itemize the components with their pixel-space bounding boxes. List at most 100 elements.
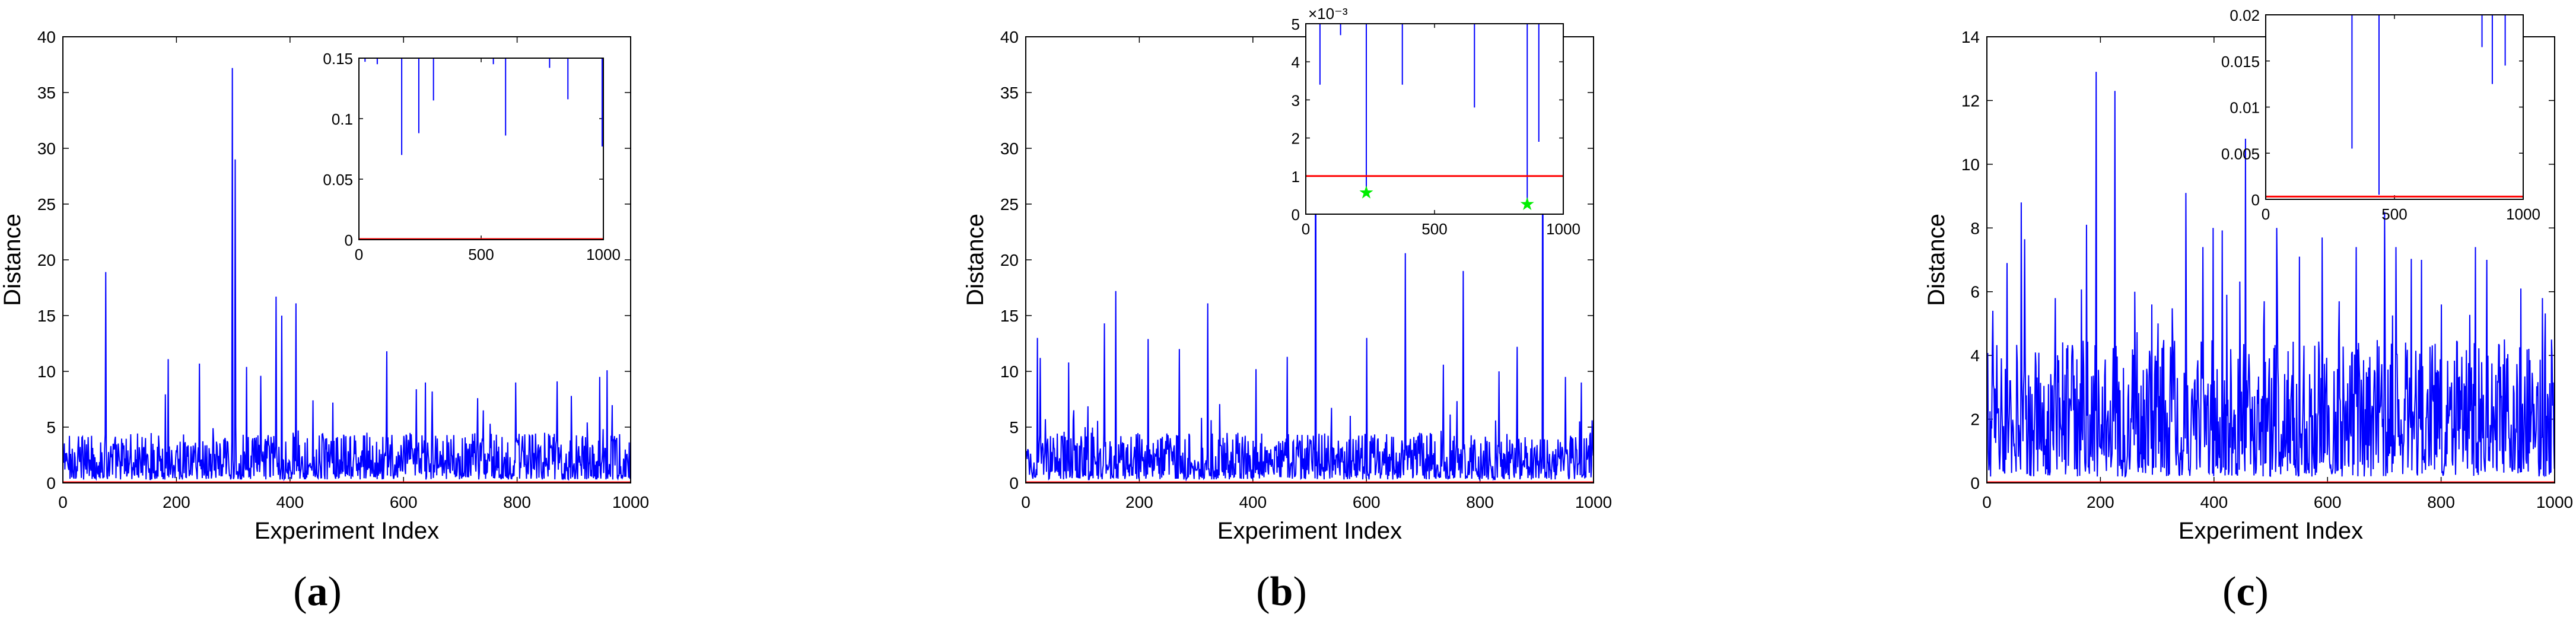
inset-b-ytick-label: 0 — [1292, 206, 1300, 224]
inset-area-c — [2266, 15, 2523, 199]
axis-a-xtick-label: 0 — [58, 493, 68, 511]
axis-b-xtick-label: 800 — [1466, 493, 1494, 511]
axis-a-xtick-label: 1000 — [612, 493, 649, 511]
axis-a-xtick-label: 400 — [276, 493, 304, 511]
inset-c-ytick-label: 0.01 — [2230, 99, 2260, 117]
inset-exponent-label-b: ×10⁻³ — [1308, 5, 1348, 23]
axis-c-xtick-label: 800 — [2427, 493, 2455, 511]
axis-b-ytick-label: 10 — [1000, 362, 1019, 381]
caption-c-open: ( — [2222, 569, 2236, 615]
axis-a-ytick-label: 15 — [37, 307, 56, 325]
inset-c-xtick-label: 500 — [2381, 205, 2407, 223]
inset-frame-b — [1305, 23, 1564, 215]
axis-c-ytick-label: 6 — [1970, 283, 1980, 301]
axis-b-xtick-label: 0 — [1021, 493, 1031, 511]
caption-a-letter: a — [307, 569, 328, 615]
inset-frame-a — [358, 58, 604, 240]
caption-b-open: ( — [1256, 569, 1270, 615]
inset-c-ytick-label: 0 — [2251, 191, 2260, 209]
caption-a-close: ) — [328, 569, 342, 615]
axis-c-ytick-label: 12 — [1961, 91, 1980, 110]
axis-c-ytick-label: 14 — [1961, 28, 1980, 46]
series-line-distance-a — [63, 68, 631, 482]
axis-c-ytick-label: 4 — [1970, 346, 1980, 365]
panel-a: 0 200 400 600 800 1000 0 5 10 15 20 25 30 35 40 Experim… — [0, 28, 649, 544]
series-line-distance-b — [1026, 37, 1594, 482]
caption-c-close: ) — [2255, 569, 2269, 615]
inset-marker-star-b: ★ — [1519, 195, 1535, 214]
axis-b-ytick-label: 25 — [1000, 195, 1019, 214]
inset-area-b — [1306, 24, 1563, 214]
axis-c-xtick-label: 400 — [2200, 493, 2228, 511]
inset-c-ytick-label: 0.02 — [2230, 7, 2260, 24]
ylabel-a: Distance — [0, 214, 26, 306]
inset-b-xtick-label: 1000 — [1546, 220, 1580, 238]
caption-b: (b) — [1256, 569, 1307, 615]
inset-b-ytick-label: 4 — [1292, 53, 1300, 71]
inset-marker-star-b: ★ — [1359, 183, 1375, 203]
inset-area-a — [359, 58, 603, 240]
axis-a-ytick-label: 5 — [46, 418, 56, 437]
caption-a-open: ( — [293, 569, 307, 615]
axis-b-ytick-label: 40 — [1000, 28, 1019, 46]
ylabel-c: Distance — [1923, 214, 1950, 306]
inset-a-ytick-label: 0.05 — [323, 171, 353, 189]
axis-c-xtick-label: 1000 — [2536, 493, 2573, 511]
svg-text:(c): (c) — [2222, 569, 2269, 615]
inset-b-ytick-label: 2 — [1292, 130, 1300, 148]
xlabel-a: Experiment Index — [255, 518, 439, 544]
xlabel-c: Experiment Index — [2179, 518, 2363, 544]
inset-b-ytick-label: 1 — [1292, 168, 1300, 186]
axis-b-ytick-label: 35 — [1000, 84, 1019, 102]
axis-a-ytick-label: 25 — [37, 195, 56, 214]
caption-b-close: ) — [1293, 569, 1306, 615]
svg-text:(a): (a) — [293, 569, 342, 615]
panel-b: 0 200 400 600 800 10000510152025303540Experim… — [962, 5, 1612, 544]
inset-a-ytick-label: 0.1 — [332, 110, 353, 128]
svg-text:(b): (b) — [1256, 569, 1307, 615]
inset-b-ytick-label: 3 — [1292, 91, 1300, 109]
axis-a-xtick-label: 600 — [390, 493, 418, 511]
axis-b-xtick-label: 200 — [1125, 493, 1153, 511]
inset-c-ytick-label: 0.005 — [2221, 145, 2260, 163]
caption-c-letter: c — [2236, 569, 2254, 615]
axis-a-ytick-label: 35 — [37, 84, 56, 102]
axis-b-ytick-label: 0 — [1009, 474, 1019, 492]
panel-c: 0 200 400 600 800 1000 0 2 4 6 8 10 12 14 Experiment I… — [1923, 7, 2573, 544]
inset-a-xtick-label: 1000 — [586, 246, 621, 263]
plot-frame-a — [62, 36, 631, 483]
caption-c: (c) — [2222, 569, 2269, 615]
axis-a-ytick-label: 40 — [37, 28, 56, 46]
ylabel-b: Distance — [962, 214, 988, 306]
inset-c-ytick-label: 0.015 — [2221, 53, 2260, 71]
inset-b: 0 500 1000 0 1 2 3 4 5 ★ ★ ×10⁻³ — [1292, 5, 1580, 238]
axis-c-ytick-label: 0 — [1970, 474, 1980, 492]
series-line-distance-c — [1987, 72, 2555, 478]
axis-a-xtick-label: 200 — [163, 493, 190, 511]
inset-frame-c — [2265, 14, 2524, 200]
axis-c-ytick-label: 10 — [1961, 155, 1980, 174]
axis-b-ytick-label: 15 — [1000, 307, 1019, 325]
axis-b-xtick-label: 400 — [1239, 493, 1267, 511]
caption-b-letter: b — [1270, 569, 1293, 615]
inset-a: 0 500 1000 0 0.05 0.1 0.15 — [323, 50, 621, 263]
axis-a-xtick-label: 800 — [503, 493, 531, 511]
axis-b-xtick-label: 600 — [1353, 493, 1381, 511]
axis-a-ytick-label: 0 — [46, 474, 56, 492]
axis-b-xtick-label: 1000 — [1575, 493, 1612, 511]
axis-b-ytick-label: 20 — [1000, 251, 1019, 269]
axis-c-xtick-label: 200 — [2087, 493, 2114, 511]
axis-b-ytick-label: 5 — [1009, 418, 1019, 437]
caption-a: (a) — [293, 569, 342, 615]
axis-c-ytick-label: 2 — [1970, 411, 1980, 429]
inset-a-xtick-label: 500 — [468, 246, 494, 263]
inset-a-xtick-label: 0 — [355, 246, 363, 263]
axis-c-xtick-label: 0 — [1982, 493, 1992, 511]
xlabel-b: Experiment Index — [1217, 518, 1402, 544]
axis-a-ytick-label: 30 — [37, 139, 56, 158]
axis-a-ytick-label: 20 — [37, 251, 56, 269]
inset-a-ytick-label: 0 — [345, 231, 353, 249]
inset-c-xtick-label: 0 — [2262, 205, 2270, 223]
inset-b-ytick-label: 5 — [1292, 15, 1300, 33]
